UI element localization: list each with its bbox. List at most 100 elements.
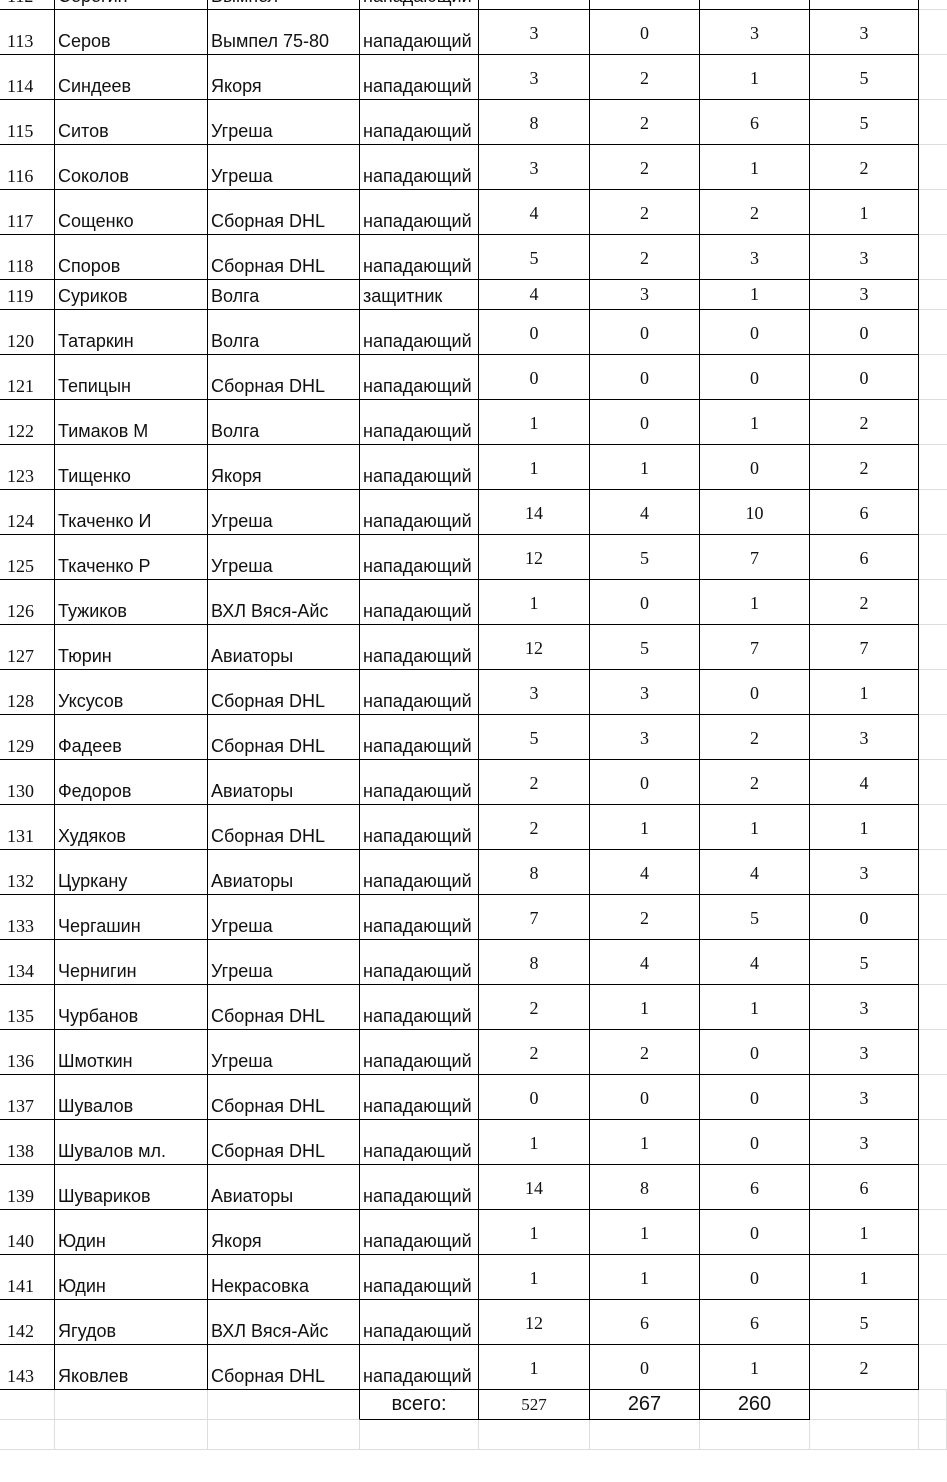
row: 113 Серов Вымпел 75-80 нападающий 3 0 3 3: [0, 10, 947, 55]
cell: [919, 400, 947, 445]
position: нападающий: [360, 670, 479, 715]
stat: 3: [810, 280, 919, 310]
cell: [919, 805, 947, 850]
stat: 5: [590, 625, 700, 670]
stat: 2: [479, 760, 590, 805]
player-name: Серов: [55, 10, 208, 55]
position: нападающий: [360, 1075, 479, 1120]
stat: 2: [700, 760, 810, 805]
team: Угреша: [208, 100, 360, 145]
cell: [0, 1420, 55, 1450]
stat: 1: [479, 1210, 590, 1255]
row-number: 141: [0, 1255, 55, 1300]
row: 126 Тужиков ВХЛ Вяся-Айс нападающий 1 0 1 2: [0, 580, 947, 625]
total-label: всего:: [360, 1390, 479, 1420]
stat: 1: [479, 1120, 590, 1165]
position: нападающий: [360, 1210, 479, 1255]
stat: 2: [479, 1030, 590, 1075]
stat: 0: [590, 1075, 700, 1120]
stat: 4: [590, 850, 700, 895]
cell: [810, 1420, 919, 1450]
row: 116 Соколов Угреша нападающий 3 2 1 2: [0, 145, 947, 190]
player-name: Юдин: [55, 1255, 208, 1300]
position: нападающий: [360, 1345, 479, 1390]
cell: [919, 190, 947, 235]
stat: 0: [479, 310, 590, 355]
position: нападающий: [360, 190, 479, 235]
player-name: Яковлев: [55, 1345, 208, 1390]
cell: [590, 1420, 700, 1450]
cell: [479, 1420, 590, 1450]
cell: [919, 1255, 947, 1300]
cell: [919, 1030, 947, 1075]
stat: 1: [700, 280, 810, 310]
row: 122 Тимаков М Волга нападающий 1 0 1 2: [0, 400, 947, 445]
stat: 3: [479, 55, 590, 100]
stat: 6: [700, 100, 810, 145]
team: Якоря: [208, 1210, 360, 1255]
row: 124 Ткаченко И Угреша нападающий 14 4 10 6: [0, 490, 947, 535]
stat: 3: [700, 235, 810, 280]
stat: 3: [810, 235, 919, 280]
row-number: 140: [0, 1210, 55, 1255]
cell: [590, 0, 700, 10]
stat: 6: [810, 535, 919, 580]
cell: [55, 1390, 208, 1420]
stat: 2: [810, 400, 919, 445]
cell: [919, 895, 947, 940]
cell: [919, 445, 947, 490]
player-name: Тепицын: [55, 355, 208, 400]
row-number: 125: [0, 535, 55, 580]
cell: [919, 625, 947, 670]
team: Сборная DHL: [208, 670, 360, 715]
stat: 3: [479, 10, 590, 55]
position: нападающий: [360, 235, 479, 280]
cell: [919, 0, 947, 10]
row: 128 Уксусов Сборная DHL нападающий 3 3 0 1: [0, 670, 947, 715]
row: 115 Ситов Угреша нападающий 8 2 6 5: [0, 100, 947, 145]
cell: [919, 580, 947, 625]
stat: 0: [700, 1120, 810, 1165]
player-name: Соколов: [55, 145, 208, 190]
row: 135 Чурбанов Сборная DHL нападающий 2 1 1 3: [0, 985, 947, 1030]
stat: 3: [810, 1030, 919, 1075]
row: 141 Юдин Некрасовка нападающий 1 1 0 1: [0, 1255, 947, 1300]
stat: 3: [810, 850, 919, 895]
row-number: 126: [0, 580, 55, 625]
stat: 0: [590, 10, 700, 55]
stat: 2: [810, 445, 919, 490]
position: нападающий: [360, 0, 479, 10]
team: Сборная DHL: [208, 715, 360, 760]
stat: 5: [590, 535, 700, 580]
player-name: Худяков: [55, 805, 208, 850]
player-name: Сощенко: [55, 190, 208, 235]
row: 132 Цуркану Авиаторы нападающий 8 4 4 3: [0, 850, 947, 895]
team: Сборная DHL: [208, 235, 360, 280]
team: Авиаторы: [208, 625, 360, 670]
position: нападающий: [360, 580, 479, 625]
stat: 1: [590, 1255, 700, 1300]
position: защитник: [360, 280, 479, 310]
team: Вымпел 75-80: [208, 10, 360, 55]
stat: 6: [590, 1300, 700, 1345]
stat: 5: [810, 100, 919, 145]
row: 130 Федоров Авиаторы нападающий 2 0 2 4: [0, 760, 947, 805]
player-name: Цуркану: [55, 850, 208, 895]
position: нападающий: [360, 535, 479, 580]
stat: 6: [700, 1165, 810, 1210]
player-name: Фадеев: [55, 715, 208, 760]
team: Сборная DHL: [208, 1345, 360, 1390]
stat: 6: [810, 1165, 919, 1210]
cell: [919, 1075, 947, 1120]
cell: [208, 1420, 360, 1450]
stat: 0: [590, 580, 700, 625]
row-number: 122: [0, 400, 55, 445]
team: Якоря: [208, 445, 360, 490]
stat: 0: [700, 1075, 810, 1120]
cell: [919, 100, 947, 145]
position: нападающий: [360, 1030, 479, 1075]
stat: 4: [590, 940, 700, 985]
row: 120 Татаркин Волга нападающий 0 0 0 0: [0, 310, 947, 355]
stat: 1: [700, 580, 810, 625]
stat: 1: [700, 145, 810, 190]
